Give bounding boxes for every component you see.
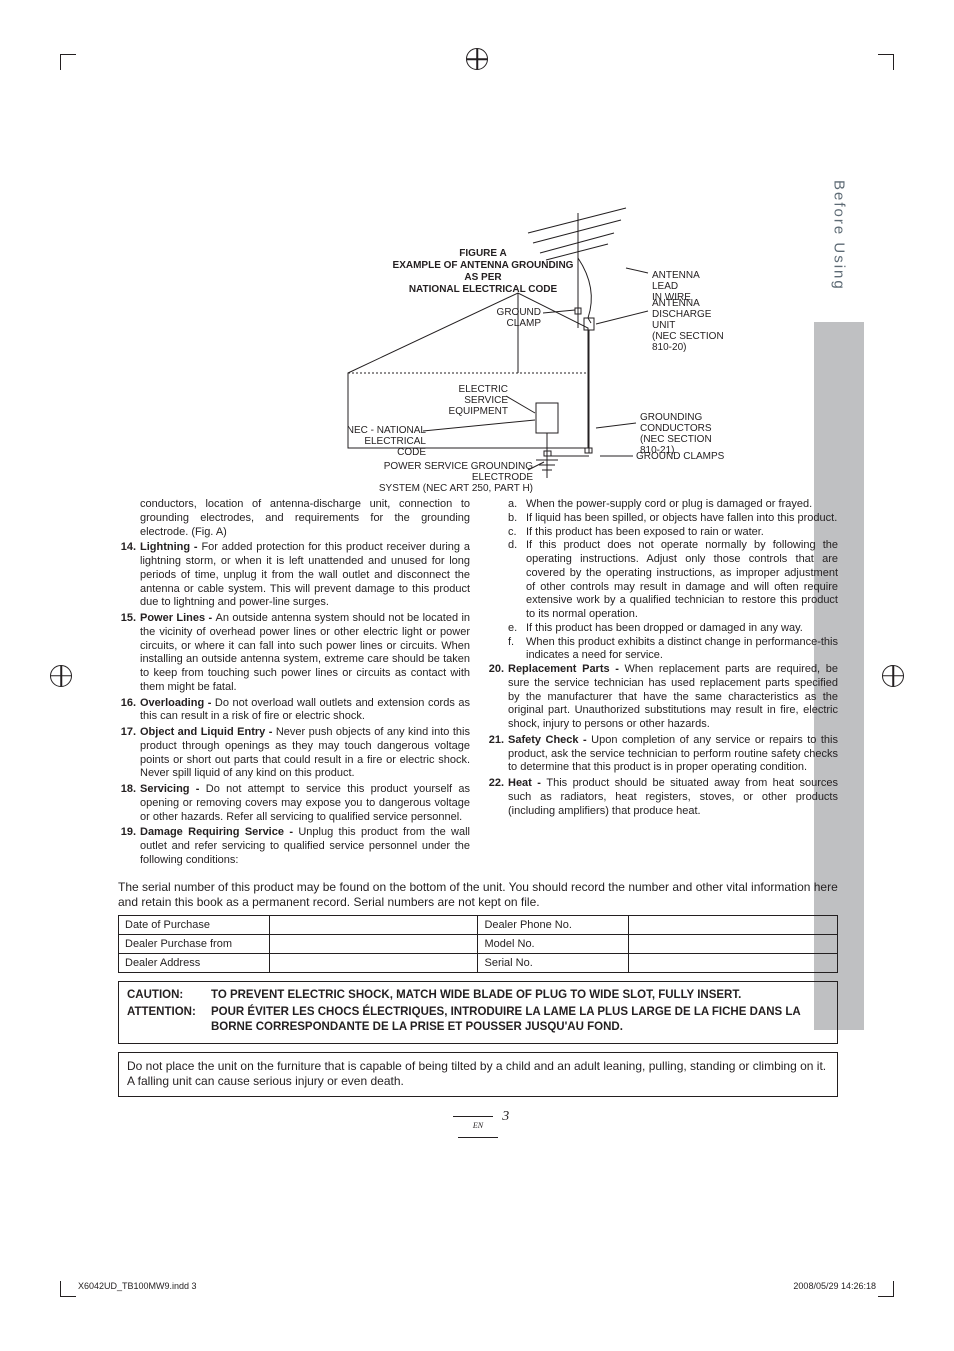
right-column: a.When the power-supply cord or plug is … [486,498,838,870]
sub-item: a.When the power-supply cord or plug is … [486,498,838,512]
cell-blank[interactable] [269,953,478,972]
sub-item: e.If this product has been dropped or da… [486,622,838,636]
print-footer: X6042UD_TB100MW9.indd 3 2008/05/29 14:26… [78,1281,876,1291]
label-ground-clamp-top: GROUND CLAMP [468,307,541,329]
safety-instructions: conductors, location of antenna-discharg… [118,498,838,870]
list-item: 22.Heat - This product should be situate… [486,777,838,818]
serial-note: The serial number of this product may be… [118,880,838,911]
owner-record-table: Date of Purchase Dealer Phone No. Dealer… [118,915,838,973]
registration-mark [882,665,904,687]
figure-title: FIGURE A EXAMPLE OF ANTENNA GROUNDING AS… [388,248,578,296]
cell-blank[interactable] [629,953,838,972]
table-row: Dealer Purchase from Model No. [119,934,838,953]
caution-lead: CAUTION: [127,988,211,1003]
footer-timestamp: 2008/05/29 14:26:18 [793,1281,876,1291]
sub-item: f.When this product exhibits a distinct … [486,636,838,664]
label-discharge: ANTENNA DISCHARGE UNIT (NEC SECTION 810-… [652,298,728,353]
list-item: 18.Servicing - Do not attempt to service… [118,783,470,824]
registration-mark [50,665,72,687]
cell-blank[interactable] [629,915,838,934]
registration-mark [466,48,488,70]
label-nec: NEC - NATIONAL ELECTRICAL CODE [346,425,426,458]
cell-model-no: Model No. [478,934,629,953]
sub-item: c.If this product has been exposed to ra… [486,526,838,540]
list-item: 16.Overloading - Do not overload wall ou… [118,697,470,725]
list-item: 14.Lightning - For added protection for … [118,541,470,610]
caution-box: CAUTION: TO PREVENT ELECTRIC SHOCK, MATC… [118,981,838,1044]
label-grounding-conductors: GROUNDING CONDUCTORS (NEC SECTION 810-21… [640,412,728,456]
cell-dealer-address: Dealer Address [119,953,270,972]
label-electric-service: ELECTRIC SERVICE EQUIPMENT [418,384,508,417]
cell-dealer-from: Dealer Purchase from [119,934,270,953]
attention-body: POUR ÉVITER LES CHOCS ÉLECTRIQUES, INTRO… [211,1005,829,1035]
page-content: FIGURE A EXAMPLE OF ANTENNA GROUNDING AS… [118,198,838,1146]
cell-date-purchase: Date of Purchase [119,915,270,934]
cell-serial-no: Serial No. [478,953,629,972]
list-item: 20.Replacement Parts - When replacement … [486,663,838,732]
sub-item: b.If liquid has been spilled, or objects… [486,512,838,526]
footer-filename: X6042UD_TB100MW9.indd 3 [78,1281,197,1291]
list-item: 17.Object and Liquid Entry - Never push … [118,726,470,781]
tilt-warning-box: Do not place the unit on the furniture t… [118,1052,838,1097]
cell-blank[interactable] [629,934,838,953]
sub-item: d.If this product does not operate norma… [486,539,838,622]
crop-mark [878,54,894,70]
list-item: 15.Power Lines - An outside antenna syst… [118,612,470,695]
caution-row-fr: ATTENTION: POUR ÉVITER LES CHOCS ÉLECTRI… [127,1005,829,1035]
intro-text: conductors, location of antenna-discharg… [118,498,470,539]
left-column: conductors, location of antenna-discharg… [118,498,470,870]
attention-lead: ATTENTION: [127,1005,211,1035]
table-row: Date of Purchase Dealer Phone No. [119,915,838,934]
crop-mark [60,1281,76,1297]
caution-row-en: CAUTION: TO PREVENT ELECTRIC SHOCK, MATC… [127,988,829,1003]
figure-a: FIGURE A EXAMPLE OF ANTENNA GROUNDING AS… [228,198,728,490]
page-number: 3 EN [118,1109,838,1146]
label-ground-clamps: GROUND CLAMPS [636,451,724,462]
cell-blank[interactable] [269,934,478,953]
crop-mark [878,1281,894,1297]
label-power-service: POWER SERVICE GROUNDING ELECTRODE SYSTEM… [333,461,533,494]
caution-body: TO PREVENT ELECTRIC SHOCK, MATCH WIDE BL… [211,988,829,1003]
crop-mark [60,54,76,70]
cell-dealer-phone: Dealer Phone No. [478,915,629,934]
table-row: Dealer Address Serial No. [119,953,838,972]
list-item: 19.Damage Requiring Service - Unplug thi… [118,826,470,867]
cell-blank[interactable] [269,915,478,934]
list-item: 21.Safety Check - Upon completion of any… [486,734,838,775]
